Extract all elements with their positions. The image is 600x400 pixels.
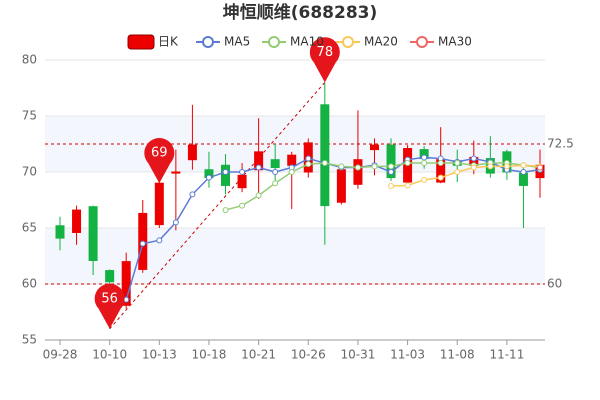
x-tick-label: 10-31 <box>340 348 375 362</box>
candle-body <box>336 169 346 203</box>
ma-point <box>205 174 212 181</box>
ma-point <box>189 191 196 198</box>
ma-point <box>239 169 246 175</box>
y-tick-label: 55 <box>22 333 37 347</box>
grid-band <box>45 228 545 284</box>
ma-point <box>354 164 361 171</box>
candle-body <box>386 144 396 179</box>
pin-label: 78 <box>317 45 334 60</box>
y-tick-label: 80 <box>22 53 37 67</box>
legend-icon <box>127 34 155 50</box>
ma-point <box>388 183 395 189</box>
candle-body <box>353 159 363 185</box>
ma-point <box>388 163 395 170</box>
ma-point <box>338 163 345 170</box>
ma-point <box>321 160 328 167</box>
candle-body <box>154 182 164 226</box>
ma-point <box>421 154 428 161</box>
ma-point <box>404 160 411 167</box>
candle-body <box>55 225 65 239</box>
ma-point <box>454 169 461 175</box>
legend-icon <box>202 36 214 48</box>
ma-point <box>404 182 411 189</box>
ma-point <box>288 169 295 175</box>
ma-point <box>388 169 395 175</box>
reference-label: 60 <box>547 277 562 291</box>
pin <box>144 138 175 184</box>
y-tick-label: 60 <box>22 277 37 291</box>
ma-point <box>421 160 428 167</box>
x-tick-label: 09-28 <box>43 348 78 362</box>
ma-point <box>503 163 510 170</box>
chart-title: 坤恒顺维(688283) <box>223 2 378 23</box>
candle-body <box>369 144 379 151</box>
x-tick-label: 10-13 <box>142 348 177 362</box>
x-tick-label: 11-11 <box>489 348 524 362</box>
candle-body <box>287 154 297 166</box>
ma-point <box>172 219 179 226</box>
legend-label: MA20 <box>364 35 398 49</box>
x-tick-label: 10-26 <box>291 348 326 362</box>
y-tick-label: 65 <box>22 221 37 235</box>
x-tick-label: 10-21 <box>241 348 276 362</box>
ma-point <box>520 169 527 175</box>
legend-label: MA10 <box>290 35 324 49</box>
candle-body <box>187 144 197 161</box>
legend-label: 日K <box>158 35 179 49</box>
pin-marker: 69 <box>144 138 175 184</box>
pin-marker: 78 <box>309 37 340 83</box>
candle-body <box>171 171 181 174</box>
pin-label: 56 <box>101 291 118 306</box>
pin-marker: 56 <box>94 283 125 329</box>
x-tick-label: 11-03 <box>390 348 425 362</box>
ma-point <box>222 169 229 175</box>
ma-point <box>437 174 444 181</box>
ma-point <box>255 164 262 171</box>
ma-point <box>437 160 444 167</box>
legend-label: MA30 <box>438 35 472 49</box>
ma-point <box>272 180 279 187</box>
ma-line <box>391 164 541 187</box>
reference-label: 72.5 <box>547 137 574 151</box>
pin <box>309 37 340 83</box>
ma-point <box>305 161 312 168</box>
legend-icon <box>342 36 354 48</box>
legend: 日K MA5 MA10 MA20 MA30 <box>127 34 472 50</box>
ma-point <box>537 164 543 171</box>
pin <box>94 283 125 329</box>
candle-body <box>121 261 131 306</box>
candle-body <box>105 270 115 283</box>
legend-icon <box>416 36 428 48</box>
ma-point <box>371 163 378 170</box>
candle-body <box>270 159 280 169</box>
ma-point <box>421 176 428 183</box>
x-tick-label: 10-10 <box>92 348 127 362</box>
candle-body <box>237 174 247 189</box>
ma-point <box>222 207 229 214</box>
ma-point <box>454 160 461 167</box>
ma-point <box>305 155 312 162</box>
ma-point <box>470 164 477 171</box>
ma-point <box>470 155 477 162</box>
candle-body <box>221 164 231 186</box>
ma-point <box>139 240 146 247</box>
ma-point <box>239 202 246 209</box>
ma-point <box>156 237 163 244</box>
ma-point <box>272 169 279 175</box>
candle-body <box>72 209 82 233</box>
x-tick-label: 10-18 <box>192 348 227 362</box>
x-tick-label: 11-08 <box>440 348 475 362</box>
ma-point <box>487 163 494 170</box>
legend-label: MA5 <box>224 35 250 49</box>
trend-line <box>109 82 326 330</box>
ma-point <box>520 162 527 169</box>
legend-icon <box>268 36 280 48</box>
y-tick-label: 75 <box>22 109 37 123</box>
candle-body <box>320 104 330 207</box>
ma-point <box>255 192 262 199</box>
y-tick-label: 70 <box>22 165 37 179</box>
candle-body <box>88 206 98 261</box>
pin-label: 69 <box>151 146 168 161</box>
